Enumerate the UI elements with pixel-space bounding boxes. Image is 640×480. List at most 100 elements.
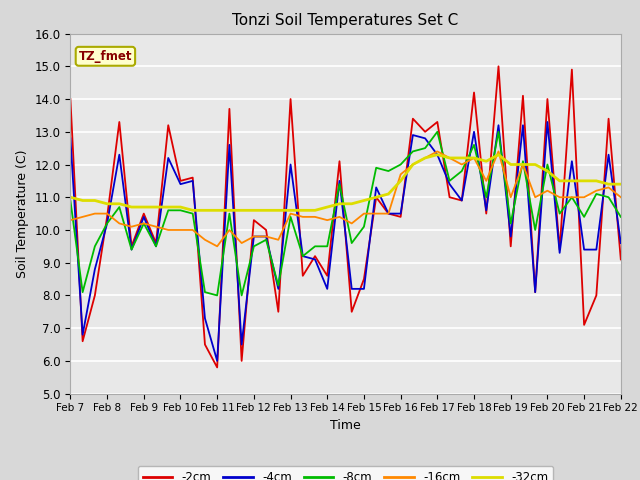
- -8cm: [140, 220, 148, 226]
- -32cm: [311, 207, 319, 213]
- -8cm: [397, 162, 404, 168]
- -32cm: [458, 155, 466, 161]
- -2cm: [568, 67, 576, 72]
- -4cm: [605, 152, 612, 157]
- -4cm: [409, 132, 417, 138]
- -8cm: [238, 292, 246, 298]
- Legend: -2cm, -4cm, -8cm, -16cm, -32cm: -2cm, -4cm, -8cm, -16cm, -32cm: [138, 466, 553, 480]
- -8cm: [556, 211, 563, 216]
- -4cm: [177, 181, 184, 187]
- -32cm: [495, 152, 502, 157]
- -16cm: [409, 162, 417, 168]
- -32cm: [262, 207, 270, 213]
- -4cm: [287, 162, 294, 168]
- -4cm: [397, 211, 404, 216]
- -4cm: [323, 286, 331, 292]
- -16cm: [140, 220, 148, 226]
- -2cm: [495, 63, 502, 69]
- -8cm: [568, 194, 576, 200]
- Title: Tonzi Soil Temperatures Set C: Tonzi Soil Temperatures Set C: [232, 13, 459, 28]
- -2cm: [299, 273, 307, 279]
- -32cm: [617, 181, 625, 187]
- -4cm: [593, 247, 600, 252]
- -8cm: [593, 191, 600, 197]
- -16cm: [568, 194, 576, 200]
- -32cm: [348, 201, 356, 207]
- -16cm: [556, 194, 563, 200]
- -32cm: [483, 158, 490, 164]
- -8cm: [543, 162, 551, 168]
- Line: -32cm: -32cm: [70, 155, 621, 210]
- -2cm: [128, 243, 136, 249]
- -16cm: [164, 227, 172, 233]
- -4cm: [128, 247, 136, 252]
- -16cm: [433, 148, 441, 154]
- -4cm: [189, 178, 196, 184]
- -8cm: [91, 243, 99, 249]
- -32cm: [177, 204, 184, 210]
- -2cm: [483, 211, 490, 216]
- -2cm: [397, 214, 404, 220]
- -4cm: [568, 158, 576, 164]
- -4cm: [140, 214, 148, 220]
- -16cm: [495, 148, 502, 154]
- -4cm: [103, 220, 111, 226]
- -16cm: [458, 162, 466, 168]
- -32cm: [531, 162, 539, 168]
- -4cm: [201, 315, 209, 321]
- -8cm: [458, 168, 466, 174]
- -2cm: [213, 364, 221, 370]
- -32cm: [128, 204, 136, 210]
- -8cm: [128, 247, 136, 252]
- -16cm: [238, 240, 246, 246]
- -32cm: [445, 155, 453, 161]
- -32cm: [250, 207, 258, 213]
- -2cm: [189, 175, 196, 180]
- -4cm: [225, 142, 233, 148]
- -4cm: [335, 178, 343, 184]
- -16cm: [250, 234, 258, 240]
- -2cm: [103, 214, 111, 220]
- -32cm: [372, 194, 380, 200]
- -8cm: [519, 158, 527, 164]
- -2cm: [458, 198, 466, 204]
- -32cm: [556, 178, 563, 184]
- -8cm: [103, 220, 111, 226]
- -8cm: [483, 194, 490, 200]
- -8cm: [372, 165, 380, 171]
- -8cm: [531, 227, 539, 233]
- -2cm: [605, 116, 612, 121]
- -32cm: [360, 198, 368, 204]
- -2cm: [433, 119, 441, 125]
- -32cm: [397, 178, 404, 184]
- -16cm: [79, 214, 86, 220]
- -8cm: [299, 253, 307, 259]
- -8cm: [580, 214, 588, 220]
- -2cm: [556, 247, 563, 252]
- -4cm: [421, 135, 429, 141]
- -32cm: [519, 162, 527, 168]
- -2cm: [470, 90, 478, 96]
- -4cm: [531, 289, 539, 295]
- -4cm: [543, 119, 551, 125]
- -4cm: [348, 286, 356, 292]
- -4cm: [360, 286, 368, 292]
- -32cm: [568, 178, 576, 184]
- -32cm: [238, 207, 246, 213]
- -8cm: [275, 283, 282, 288]
- -2cm: [531, 289, 539, 295]
- -2cm: [115, 119, 123, 125]
- -8cm: [177, 207, 184, 213]
- X-axis label: Time: Time: [330, 419, 361, 432]
- -2cm: [348, 309, 356, 315]
- -16cm: [67, 217, 74, 223]
- -2cm: [507, 243, 515, 249]
- -16cm: [397, 171, 404, 177]
- -4cm: [213, 358, 221, 364]
- -8cm: [617, 214, 625, 220]
- -16cm: [201, 237, 209, 243]
- -16cm: [213, 243, 221, 249]
- -2cm: [593, 292, 600, 298]
- -2cm: [360, 276, 368, 282]
- -16cm: [177, 227, 184, 233]
